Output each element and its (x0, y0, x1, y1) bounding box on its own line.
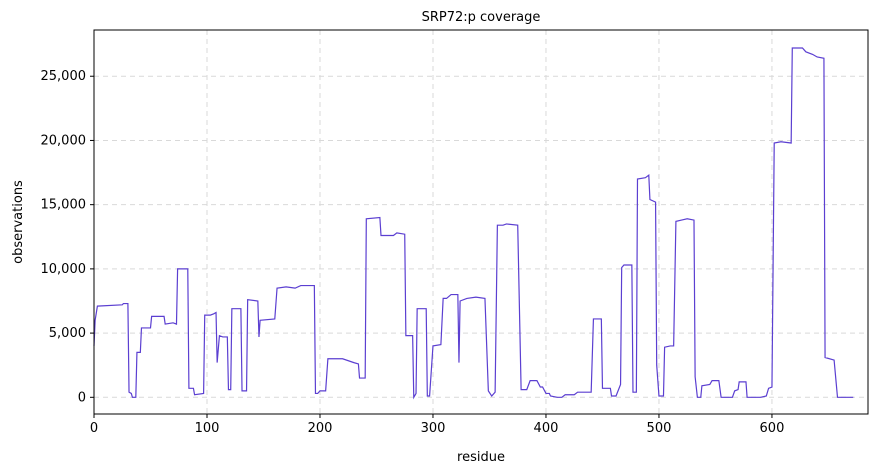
y-tick-label: 5,000 (49, 326, 86, 341)
y-tick-label: 10,000 (41, 262, 87, 277)
y-tick-label: 0 (78, 390, 86, 405)
x-tick-label: 100 (195, 421, 220, 436)
x-tick-label: 0 (90, 421, 98, 436)
y-tick-label: 25,000 (41, 69, 87, 84)
y-axis-label: observations (11, 180, 26, 264)
x-tick-label: 300 (421, 421, 446, 436)
x-tick-label: 500 (647, 421, 672, 436)
x-tick-label: 400 (534, 421, 559, 436)
x-axis-label: residue (457, 450, 505, 465)
y-tick-label: 20,000 (41, 133, 87, 148)
data-line (93, 47, 854, 400)
x-tick-label: 200 (308, 421, 333, 436)
x-tick-label: 600 (760, 421, 785, 436)
chart-title: SRP72:p coverage (422, 10, 541, 25)
y-tick-label: 15,000 (41, 198, 87, 213)
plot-frame (93, 29, 869, 415)
